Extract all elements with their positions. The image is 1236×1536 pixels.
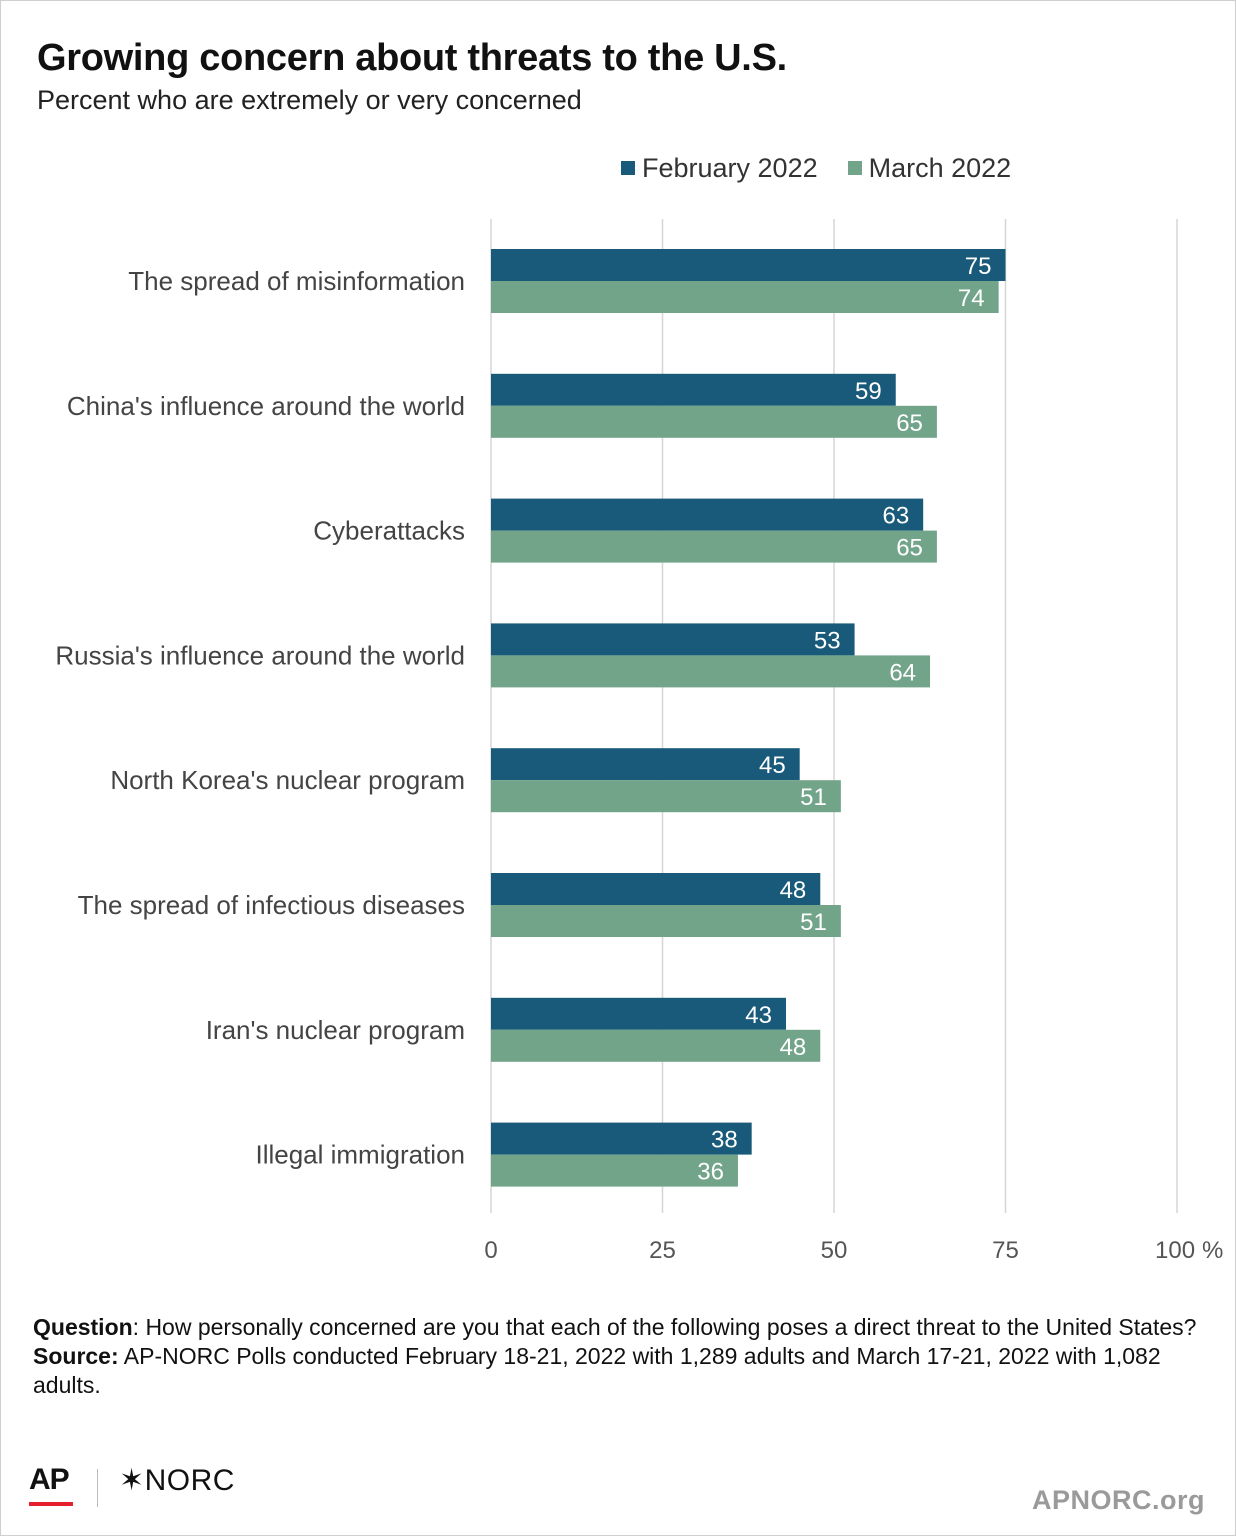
site-url: APNORC.org <box>1032 1485 1205 1515</box>
category-label: Illegal immigration <box>255 1140 465 1170</box>
chart-title: Growing concern about threats to the U.S… <box>37 37 787 79</box>
bar-march <box>491 1029 821 1062</box>
category-label: Cyberattacks <box>313 516 465 546</box>
ap-logo: AP <box>29 1463 70 1496</box>
category-label: Russia's influence around the world <box>55 640 465 670</box>
ap-logo-underline <box>29 1502 73 1506</box>
legend: February 2022 March 2022 <box>621 151 1011 185</box>
bar-march <box>491 655 931 688</box>
tick-label: 75 <box>992 1237 1019 1264</box>
chart-subtitle: Percent who are extremely or very concer… <box>37 85 582 115</box>
tick-label: 50 <box>821 1237 848 1264</box>
bar-march <box>491 530 937 563</box>
bar-february <box>491 373 896 406</box>
data-label: 48 <box>780 1034 807 1061</box>
data-label: 75 <box>965 253 992 280</box>
legend-item-march: March 2022 <box>847 152 1012 184</box>
data-label: 53 <box>814 627 841 654</box>
category-label: The spread of infectious diseases <box>78 890 465 920</box>
source-label: Source: <box>33 1343 119 1369</box>
norc-logo: ✶NORC <box>119 1464 235 1497</box>
bar-february <box>491 748 800 781</box>
source-note: Source: AP-NORC Polls conducted February… <box>33 1342 1203 1400</box>
bar-february <box>491 1122 752 1155</box>
tick-label: 100 <box>1155 1237 1195 1264</box>
question-text: : How personally concerned are you that … <box>132 1314 1197 1340</box>
data-label: 45 <box>759 752 786 779</box>
bar-february <box>491 997 786 1030</box>
data-label: 64 <box>889 659 916 686</box>
category-label: North Korea's nuclear program <box>110 765 465 795</box>
bar-march <box>491 405 937 438</box>
data-label: 65 <box>896 535 923 562</box>
data-label: 51 <box>800 784 827 811</box>
bar-february <box>491 249 1006 281</box>
tick-label: 25 <box>649 1237 676 1264</box>
data-label: 38 <box>711 1127 738 1154</box>
category-label: China's influence around the world <box>67 391 465 421</box>
bar-march <box>491 780 841 813</box>
bar-february <box>491 623 855 656</box>
bar-march <box>491 281 999 313</box>
bar-february <box>491 498 924 531</box>
bar-february <box>491 873 821 905</box>
data-label: 43 <box>745 1002 772 1029</box>
data-label: 63 <box>882 503 909 530</box>
legend-label-march: March 2022 <box>868 152 1012 183</box>
axis-unit: % <box>1202 1237 1223 1264</box>
data-label: 48 <box>780 877 807 904</box>
bar-march <box>491 905 841 937</box>
source-text: AP-NORC Polls conducted February 18-21, … <box>33 1343 1161 1398</box>
chart-notes: Question: How personally concerned are y… <box>33 1313 1203 1400</box>
legend-label-february: February 2022 <box>642 152 818 183</box>
data-label: 59 <box>855 378 882 405</box>
data-label: 51 <box>800 909 827 936</box>
bar-march <box>491 1154 738 1187</box>
bar-chart: The spread of misinformation 75 74 China's … <box>55 219 1223 1264</box>
question-note: Question: How personally concerned are y… <box>33 1313 1203 1342</box>
logo-divider <box>97 1469 98 1507</box>
legend-item-february: February 2022 <box>621 153 818 184</box>
category-label: The spread of misinformation <box>128 266 465 296</box>
legend-swatch-march <box>847 161 862 175</box>
data-label: 74 <box>958 285 985 312</box>
data-label: 36 <box>697 1159 724 1186</box>
tick-label: 0 <box>484 1237 497 1264</box>
legend-swatch-february <box>621 161 635 175</box>
data-label: 65 <box>896 410 923 437</box>
category-label: Iran's nuclear program <box>206 1015 465 1045</box>
question-label: Question <box>33 1314 133 1340</box>
